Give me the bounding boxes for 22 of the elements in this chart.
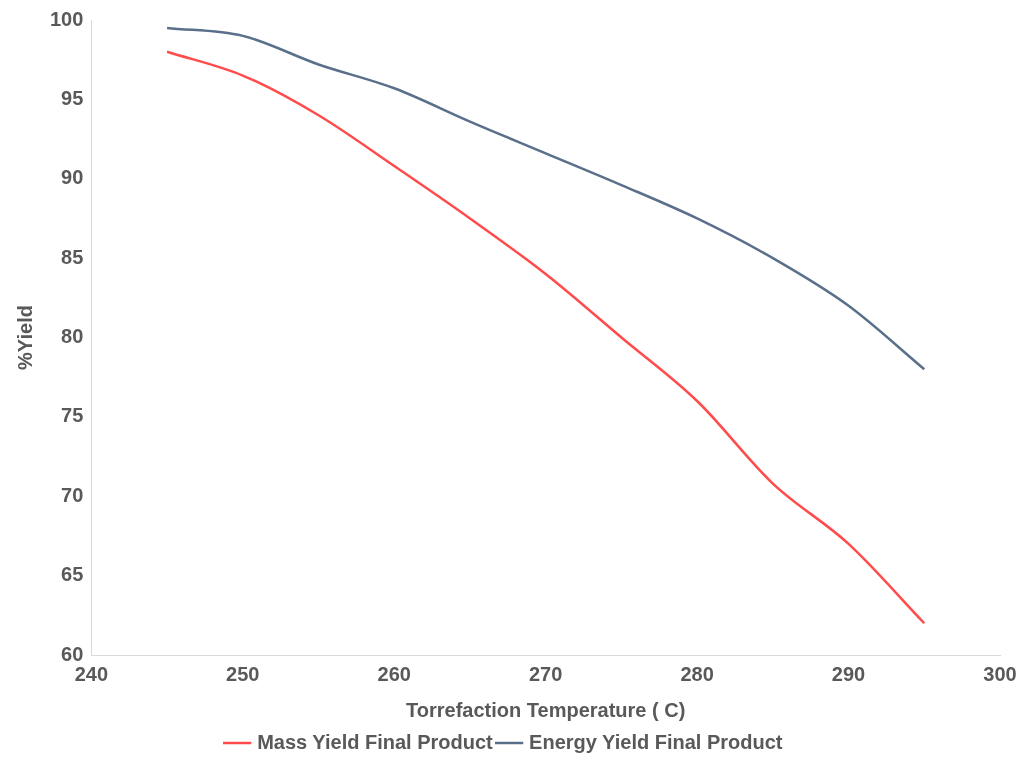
x-tick-label: 280 (680, 662, 714, 685)
legend-label: Mass Yield Final Product (257, 730, 494, 753)
y-tick-label: 65 (61, 563, 84, 586)
x-tick-label: 270 (529, 662, 563, 685)
y-tick-label: 95 (61, 86, 84, 109)
y-axis-title: %Yield (13, 305, 36, 370)
y-tick-label: 90 (61, 166, 84, 189)
x-tick-label: 300 (983, 662, 1017, 685)
x-axis-title: Torrefaction Temperature ( C) (406, 698, 686, 721)
x-tick-label: 250 (226, 662, 260, 685)
y-tick-label: 60 (61, 642, 84, 665)
line-series (165, 26, 926, 371)
y-tick-label: 80 (61, 325, 84, 348)
x-tick-label: 290 (831, 662, 866, 685)
line-series (165, 50, 926, 625)
y-tick-label: 100 (49, 7, 84, 30)
y-tick-label: 70 (61, 483, 84, 506)
y-tick-label: 85 (61, 245, 84, 268)
x-tick-label: 240 (74, 662, 109, 685)
y-tick-label: 75 (61, 404, 84, 427)
legend-label: Energy Yield Final Product (529, 730, 783, 753)
x-tick-label: 260 (377, 662, 411, 685)
